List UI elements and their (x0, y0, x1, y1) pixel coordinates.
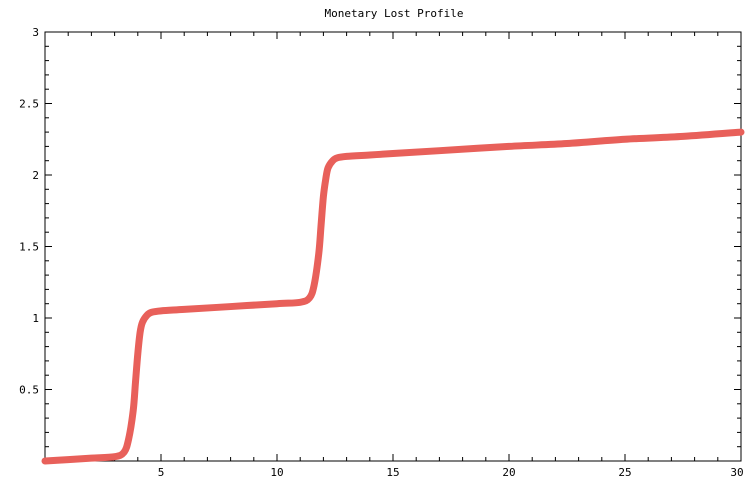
plot-frame (44, 31, 742, 462)
tick-labels: 5 10 15 20 25 30 0.5 1 1.5 2 2.5 3 (19, 26, 744, 479)
y-tick-label: 1 (32, 312, 39, 325)
y-tick-label: 2 (32, 169, 39, 182)
x-tick-label: 25 (618, 466, 631, 479)
y-tick-label: 0.5 (19, 384, 39, 397)
x-tick-label: 30 (730, 466, 743, 479)
x-tick-label: 10 (270, 466, 283, 479)
y-tick-label: 1.5 (19, 241, 39, 254)
axis-ticks (45, 32, 741, 461)
y-tick-label: 2.5 (19, 98, 39, 111)
series-line (41, 128, 745, 465)
x-tick-label: 20 (502, 466, 515, 479)
x-tick-label: 15 (386, 466, 399, 479)
x-tick-label: 5 (158, 466, 165, 479)
y-tick-label: 3 (32, 26, 39, 39)
series-layer (41, 128, 745, 465)
chart-title: Monetary Lost Profile (324, 7, 463, 20)
